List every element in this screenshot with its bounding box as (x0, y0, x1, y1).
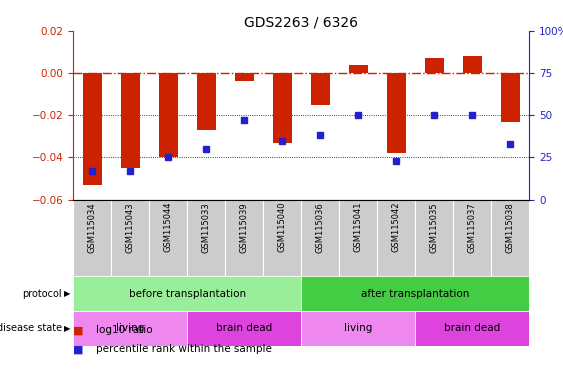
Text: disease state: disease state (0, 323, 62, 333)
Bar (196, 73, 216, 130)
Text: GSM115041: GSM115041 (354, 202, 363, 253)
Text: protocol: protocol (23, 289, 62, 299)
Bar (73, 200, 111, 276)
Bar (83, 73, 102, 185)
Bar (348, 65, 368, 73)
Text: after transplantation: after transplantation (361, 289, 470, 299)
Bar (311, 73, 330, 104)
Bar (73, 276, 301, 311)
Text: living: living (344, 323, 372, 333)
Bar (235, 73, 254, 81)
Bar (263, 200, 301, 276)
Bar (463, 56, 482, 73)
Text: GSM115038: GSM115038 (506, 202, 515, 253)
Text: GSM115042: GSM115042 (392, 202, 401, 253)
Bar (425, 58, 444, 73)
Title: GDS2263 / 6326: GDS2263 / 6326 (244, 16, 358, 30)
Bar (501, 73, 520, 121)
Bar (491, 200, 529, 276)
Bar (453, 200, 491, 276)
Bar (73, 311, 187, 346)
Text: ▶: ▶ (64, 324, 70, 333)
Bar (301, 276, 529, 311)
Bar (415, 200, 453, 276)
Bar (149, 200, 187, 276)
Bar (159, 73, 178, 157)
Text: GSM115043: GSM115043 (126, 202, 135, 253)
Text: before transplantation: before transplantation (128, 289, 246, 299)
Bar (111, 200, 149, 276)
Text: GSM115037: GSM115037 (468, 202, 477, 253)
Text: ■: ■ (73, 344, 84, 354)
Text: living: living (116, 323, 144, 333)
Bar (387, 73, 406, 153)
Text: ■: ■ (73, 325, 84, 335)
Text: GSM115039: GSM115039 (240, 202, 249, 253)
Bar (301, 311, 415, 346)
Bar (377, 200, 415, 276)
Text: brain dead: brain dead (444, 323, 501, 333)
Bar (120, 73, 140, 168)
Text: ▶: ▶ (64, 289, 70, 298)
Text: GSM115036: GSM115036 (316, 202, 325, 253)
Bar (187, 200, 225, 276)
Bar (225, 200, 263, 276)
Text: GSM115033: GSM115033 (202, 202, 211, 253)
Bar (301, 200, 339, 276)
Text: GSM115034: GSM115034 (88, 202, 97, 253)
Text: percentile rank within the sample: percentile rank within the sample (96, 344, 271, 354)
Text: brain dead: brain dead (216, 323, 272, 333)
Bar (339, 200, 377, 276)
Text: GSM115040: GSM115040 (278, 202, 287, 253)
Bar (272, 73, 292, 142)
Text: GSM115035: GSM115035 (430, 202, 439, 253)
Text: log10 ratio: log10 ratio (96, 325, 153, 335)
Bar (187, 311, 301, 346)
Text: GSM115044: GSM115044 (164, 202, 173, 253)
Bar (415, 311, 529, 346)
